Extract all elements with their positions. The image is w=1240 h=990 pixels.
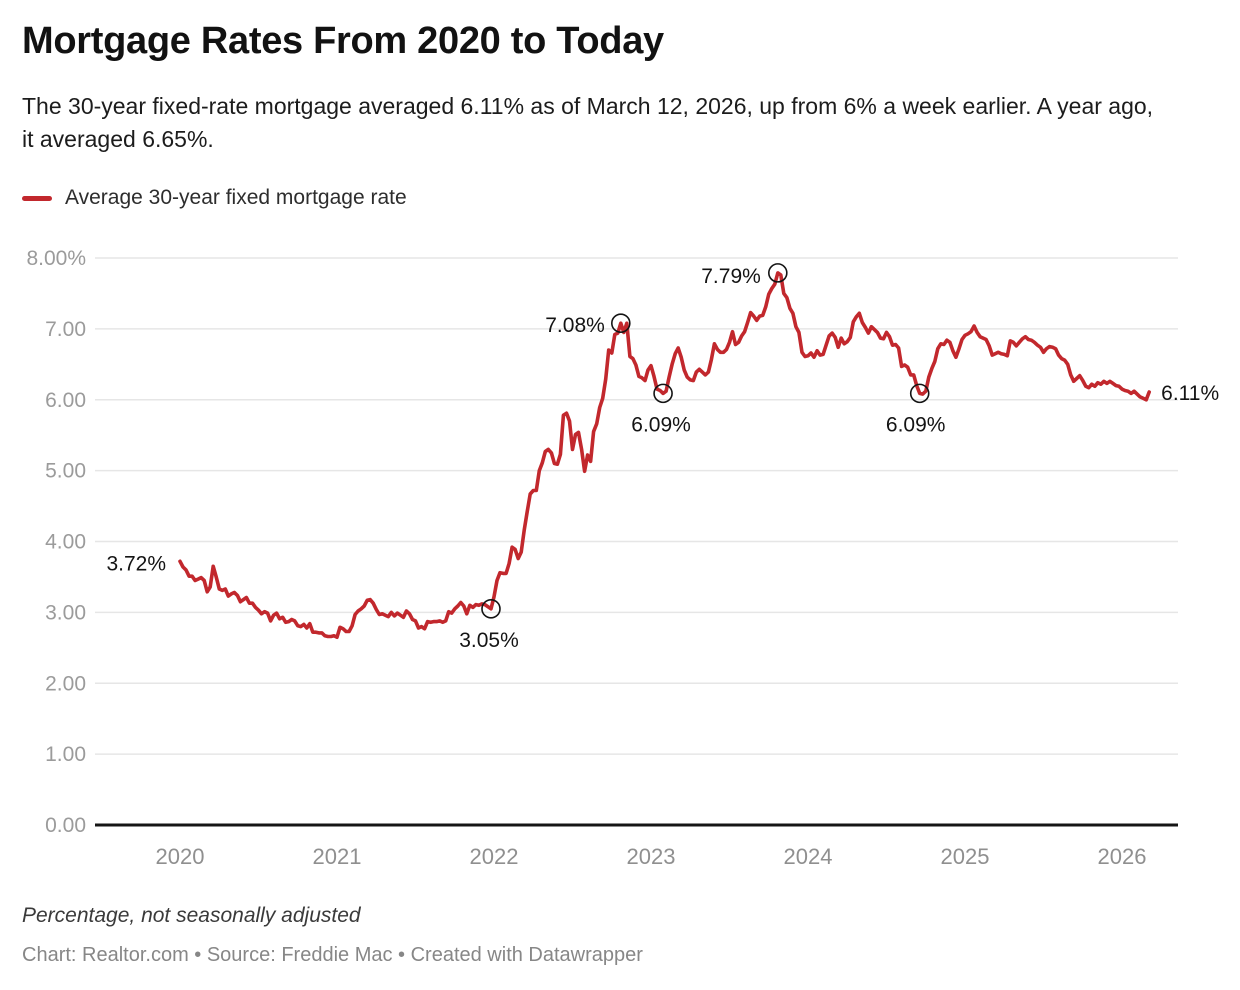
annotation-marker bbox=[909, 383, 930, 404]
y-tick-label: 8.00% bbox=[26, 247, 86, 270]
y-tick-label: 6.00 bbox=[45, 389, 86, 412]
annotation-label: 7.08% bbox=[545, 314, 605, 337]
mortgage-rate-line-chart: 8.00% 7.00 6.00 5.00 4.00 3.00 2.00 1.00 0.00 202… bbox=[26, 247, 1219, 869]
x-tick-label: 2023 bbox=[627, 844, 676, 869]
x-tick-label: 2025 bbox=[941, 844, 990, 869]
rate-line bbox=[178, 271, 1151, 640]
x-tick-label: 2024 bbox=[784, 844, 833, 869]
x-tick-label: 2026 bbox=[1098, 844, 1147, 869]
x-tick-label: 2020 bbox=[156, 844, 205, 869]
y-tick-label: 5.00 bbox=[45, 460, 86, 483]
y-tick-label: 0.00 bbox=[45, 814, 86, 837]
y-tick-label: 7.00 bbox=[45, 318, 86, 341]
annotation-label: 7.79% bbox=[701, 265, 761, 288]
annotation-label: 6.11% bbox=[1161, 382, 1219, 405]
y-tick-label: 2.00 bbox=[45, 672, 86, 695]
chart-subtitle: The 30-year fixed-rate mortgage averaged… bbox=[22, 93, 1154, 152]
footer-note: Percentage, not seasonally adjusted bbox=[22, 904, 361, 927]
chart-legend: Average 30-year fixed mortgage rate bbox=[22, 186, 407, 210]
footer-credit: Chart: Realtor.com • Source: Freddie Mac… bbox=[22, 944, 643, 966]
x-tick-label: 2021 bbox=[313, 844, 362, 869]
annotation-marker bbox=[611, 313, 631, 334]
annotation-label: 6.09% bbox=[631, 413, 691, 436]
x-tick-label: 2022 bbox=[470, 844, 519, 869]
y-tick-label: 3.00 bbox=[45, 601, 86, 624]
y-tick-label: 4.00 bbox=[45, 531, 86, 554]
annotation-label: 6.09% bbox=[886, 413, 946, 436]
annotation-marker bbox=[653, 383, 673, 404]
annotation-marker bbox=[481, 599, 501, 619]
legend-series-label: Average 30-year fixed mortgage rate bbox=[65, 186, 407, 209]
legend-line-swatch bbox=[22, 195, 52, 201]
page-title: Mortgage Rates From 2020 to Today bbox=[22, 20, 664, 62]
y-tick-label: 1.00 bbox=[45, 743, 86, 766]
annotation-marker bbox=[768, 263, 788, 283]
annotation-label: 3.05% bbox=[459, 629, 519, 652]
annotation-label: 3.72% bbox=[106, 552, 166, 575]
